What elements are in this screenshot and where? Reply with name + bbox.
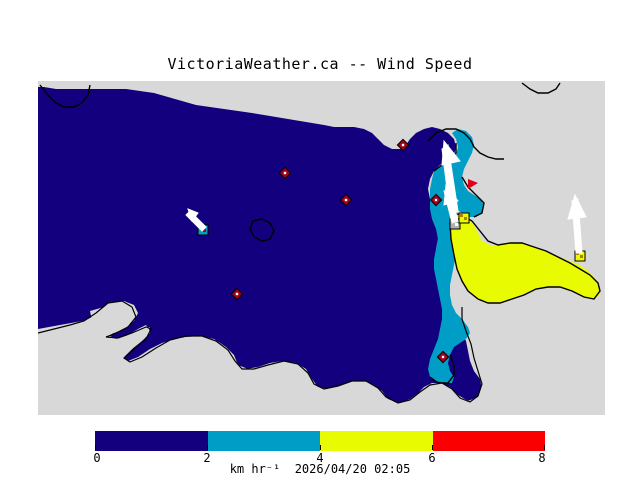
- colorbar[interactable]: [95, 431, 545, 451]
- wind-arrow-icon: [443, 183, 459, 224]
- island-outlines: [39, 82, 561, 242]
- map-overlay: [38, 81, 605, 415]
- wind-arrow-icon: [185, 208, 207, 232]
- wind-vectors: [185, 139, 587, 254]
- colorbar-tick-4: 4: [316, 451, 324, 465]
- colorbar-segment-6-8: [432, 431, 545, 451]
- southern-land: [38, 291, 605, 415]
- water-band-2-4: [428, 129, 484, 383]
- colorbar-caption: km hr⁻¹ 2026/04/20 02:05: [229, 462, 411, 476]
- colorbar-ticks: 0 2 4 6 8: [93, 445, 546, 465]
- colorbar-segment-2-4: [207, 431, 320, 451]
- station-marker-icon[interactable]: [468, 179, 478, 189]
- wind-arrow-icon: [567, 193, 587, 254]
- page-title: VictoriaWeather.ca -- Wind Speed: [167, 55, 473, 73]
- colorbar-shadow: [5, 5, 455, 25]
- colorbar-segment-4-6: [320, 431, 433, 451]
- colorbar-tick-6: 6: [428, 451, 436, 465]
- colorbar-segment-0-2: [95, 431, 208, 451]
- colorbar-tick-2: 2: [203, 451, 211, 465]
- colorbar-tick-0: 0: [93, 451, 101, 465]
- map-plot-area[interactable]: 6 km/hr: [38, 81, 605, 415]
- coastline: [427, 128, 601, 384]
- station-markers[interactable]: [197, 138, 586, 364]
- colorbar-tick-8: 8: [538, 451, 546, 465]
- station-marker-icon[interactable]: [458, 212, 470, 224]
- southern-coastline: [38, 300, 483, 404]
- water-band-4-6: [450, 213, 600, 303]
- water-band-0-2: [38, 87, 482, 403]
